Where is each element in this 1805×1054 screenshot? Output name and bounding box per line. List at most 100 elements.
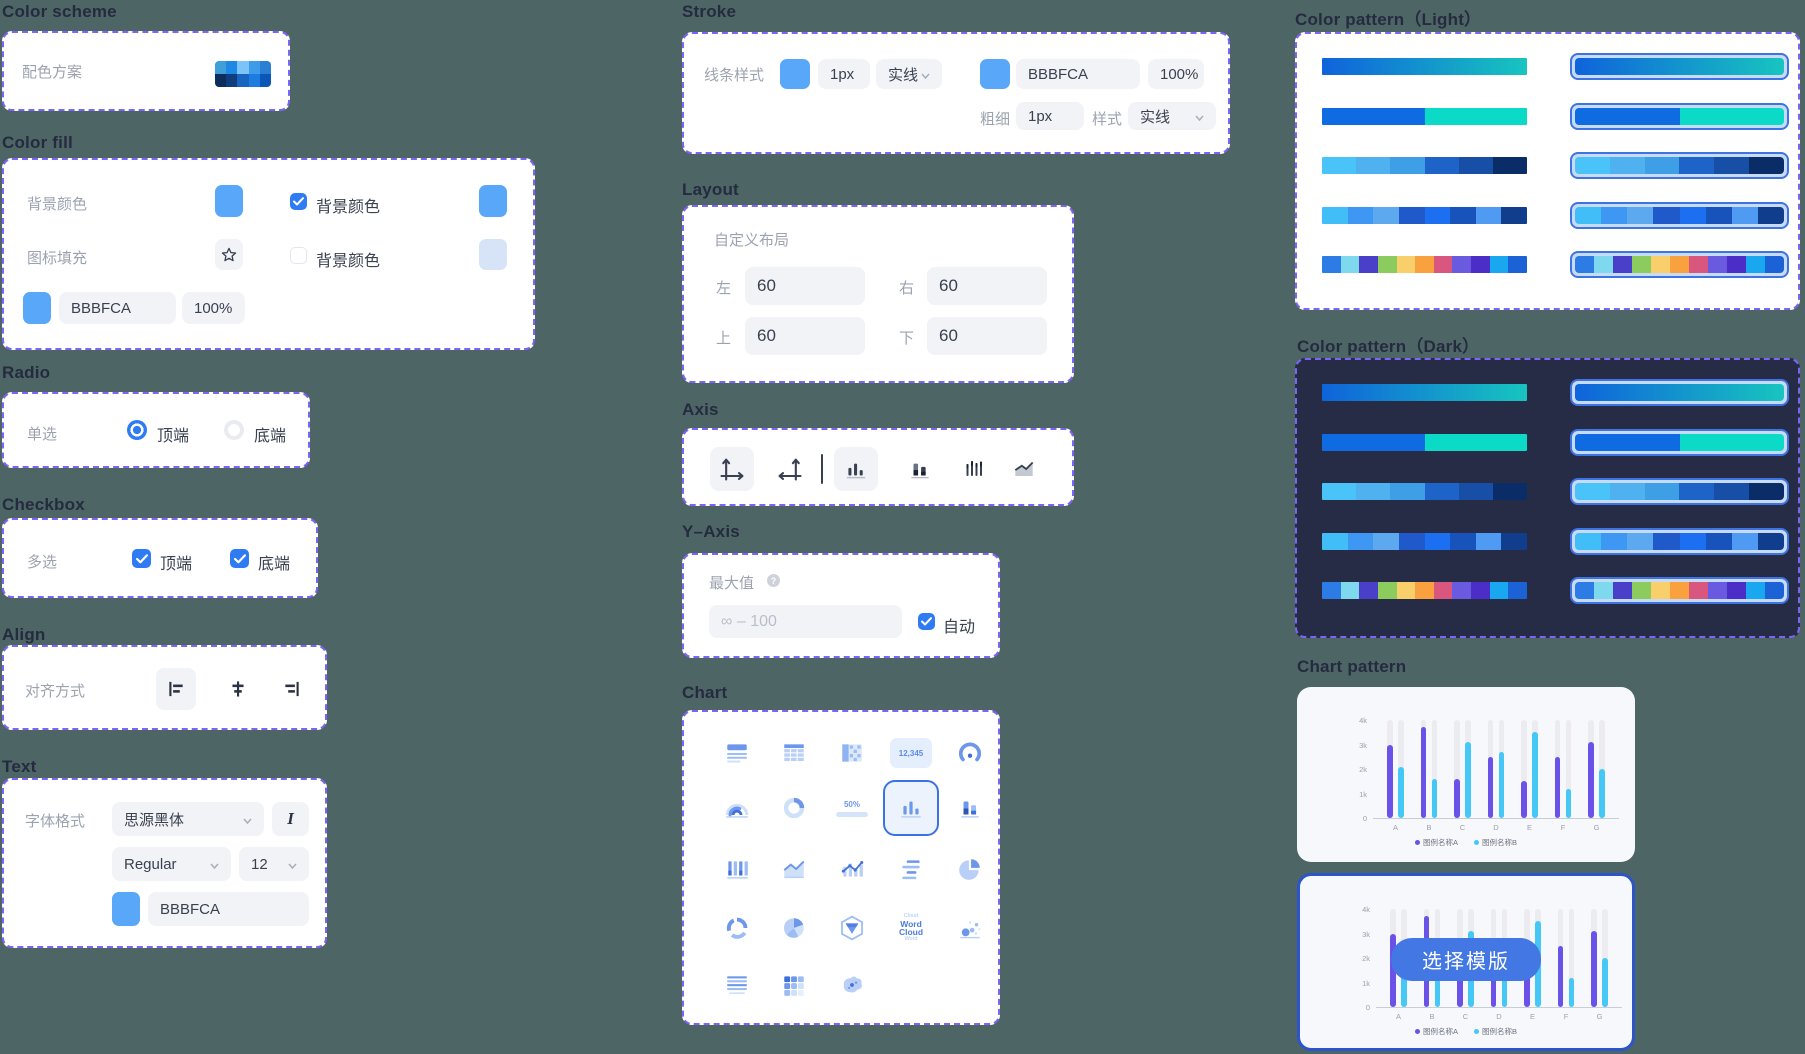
font-hex-field[interactable]: BBBFCA <box>148 892 309 926</box>
color-pattern-bar-framed[interactable] <box>1570 527 1789 555</box>
text-lines-icon[interactable] <box>713 961 761 1009</box>
font-family-dropdown[interactable]: 思源黑体 <box>112 802 264 836</box>
bar-chart-icon[interactable] <box>883 780 939 836</box>
checkbox-top-label[interactable]: 顶端 <box>160 556 193 573</box>
gauge-icon[interactable] <box>946 729 994 777</box>
radio-top-selected[interactable] <box>127 420 147 440</box>
bg-color-swatch[interactable] <box>215 185 243 217</box>
chart-bar <box>1387 744 1393 818</box>
help-icon[interactable]: ? <box>767 574 780 587</box>
china-map-icon[interactable] <box>828 961 876 1009</box>
radio-top-label[interactable]: 顶端 <box>157 428 190 445</box>
layout-bottom-input[interactable]: 60 <box>927 317 1047 355</box>
choose-template-button[interactable]: 选择模版 <box>1391 938 1541 981</box>
color-pattern-bar[interactable] <box>1322 582 1527 600</box>
chart-bar <box>1487 756 1493 818</box>
horizontal-bars-icon[interactable] <box>887 845 935 893</box>
x-category-label: B <box>1426 823 1432 832</box>
checkbox-bottom-label[interactable]: 底端 <box>258 556 291 573</box>
checkbox-bottom[interactable] <box>230 549 249 568</box>
pie-segments-icon[interactable] <box>770 904 818 952</box>
stroke-weight-field[interactable]: 1px <box>1016 102 1084 130</box>
color-pattern-bar-framed[interactable] <box>1570 53 1789 80</box>
combo-chart-icon[interactable] <box>828 845 876 893</box>
fill-color-swatch[interactable] <box>23 292 51 324</box>
checkbox-top[interactable] <box>132 549 151 568</box>
stroke-style-dropdown-2[interactable]: 实线 <box>1128 102 1216 130</box>
color-pattern-bar[interactable] <box>1322 157 1527 175</box>
heatmap-icon[interactable] <box>770 961 818 1009</box>
chart-template-card[interactable]: 4k 3k 2k 1k 0 A B C D E F G 图例名称A 图例名称B <box>1297 687 1635 862</box>
color-pattern-bar-framed[interactable] <box>1570 428 1789 456</box>
icon-fill-checkbox[interactable] <box>290 247 307 264</box>
stroke-style-dropdown[interactable]: 实线 <box>876 59 942 89</box>
stacked-bar-icon[interactable] <box>898 447 942 491</box>
area-chart-icon[interactable] <box>1002 447 1046 491</box>
stroke-color-swatch-2[interactable] <box>980 59 1010 89</box>
color-scheme-palette[interactable] <box>215 61 271 87</box>
color-pattern-bar[interactable] <box>1322 433 1527 451</box>
axis-xy-icon[interactable] <box>710 447 754 491</box>
pivot-table-icon[interactable] <box>828 729 876 777</box>
progress-bar-icon[interactable]: 50% <box>828 784 876 832</box>
column-chart-icon[interactable] <box>713 845 761 893</box>
auto-checkbox[interactable] <box>918 613 935 630</box>
fill-hex-field[interactable]: BBBFCA <box>59 292 176 324</box>
color-pattern-bar[interactable] <box>1322 107 1527 125</box>
color-pattern-bar[interactable] <box>1322 58 1527 75</box>
color-pattern-bar[interactable] <box>1322 483 1527 501</box>
bg-color-checkbox[interactable] <box>290 193 307 210</box>
icon-fill-swatch[interactable] <box>479 239 507 270</box>
color-pattern-bar[interactable] <box>1322 256 1527 274</box>
table-icon[interactable] <box>770 729 818 777</box>
align-center-icon[interactable] <box>218 668 258 710</box>
axis-yx-icon[interactable] <box>768 447 812 491</box>
ring-chart-icon[interactable] <box>713 904 761 952</box>
chevron-down-icon <box>243 811 252 828</box>
color-pattern-bar-framed[interactable] <box>1570 152 1789 180</box>
italic-icon[interactable]: I <box>272 802 309 836</box>
donut-icon[interactable] <box>770 784 818 832</box>
radio-bottom[interactable] <box>224 420 244 440</box>
color-pattern-bar-framed[interactable] <box>1570 201 1789 229</box>
pie-chart-icon[interactable] <box>946 845 994 893</box>
bg-color-swatch-2[interactable] <box>479 185 507 217</box>
stacked-column-icon[interactable] <box>946 784 994 832</box>
stroke-hex-field[interactable]: BBBFCA <box>1016 59 1140 89</box>
funnel-3d-icon[interactable] <box>828 904 876 952</box>
align-left-icon[interactable] <box>156 668 196 710</box>
layout-left-input[interactable]: 60 <box>745 267 865 305</box>
color-pattern-bar[interactable] <box>1322 532 1527 550</box>
font-size-dropdown[interactable]: 12 <box>239 847 309 881</box>
bubble-chart-icon[interactable] <box>946 904 994 952</box>
color-pattern-bar-framed[interactable] <box>1570 251 1789 279</box>
font-color-swatch[interactable] <box>112 892 140 926</box>
stroke-opacity-field[interactable]: 100% <box>1148 59 1204 89</box>
star-icon[interactable] <box>215 239 243 270</box>
color-pattern-bar-framed[interactable] <box>1570 577 1789 605</box>
area-chart-icon[interactable] <box>770 845 818 893</box>
chart-bar <box>1557 945 1563 1007</box>
stroke-width-field[interactable]: 1px <box>818 59 870 89</box>
chart-template-card-selected[interactable]: 4k 3k 2k 1k 0 A B C D E F G 图例名称A 图例名称B 选择模版 <box>1297 873 1635 1051</box>
framed-bar-fill <box>1575 58 1784 75</box>
semi-gauge-icon[interactable] <box>713 784 761 832</box>
thin-bars-icon[interactable] <box>952 447 996 491</box>
fill-opacity-field[interactable]: 100% <box>182 292 245 324</box>
color-pattern-bar[interactable] <box>1322 206 1527 224</box>
word-cloud-icon[interactable]: Cloud Word Cloud Word <box>887 904 935 952</box>
color-pattern-bar-framed[interactable] <box>1570 102 1789 130</box>
number-card-icon[interactable]: 12,345 <box>887 729 935 777</box>
layout-right-input[interactable]: 60 <box>927 267 1047 305</box>
color-pattern-bar-framed[interactable] <box>1570 478 1789 506</box>
color-pattern-bar-framed[interactable] <box>1570 379 1789 406</box>
max-value-input[interactable]: ∞ – 100 <box>709 605 902 638</box>
layout-top-input[interactable]: 60 <box>745 317 865 355</box>
radio-bottom-label[interactable]: 底端 <box>254 428 287 445</box>
color-pattern-bar[interactable] <box>1322 384 1527 401</box>
stroke-color-swatch[interactable] <box>780 59 810 89</box>
bar-chart-icon[interactable] <box>834 447 878 491</box>
font-style-dropdown[interactable]: Regular <box>112 847 231 881</box>
align-right-icon[interactable] <box>272 668 312 710</box>
text-card-icon[interactable] <box>713 729 761 777</box>
